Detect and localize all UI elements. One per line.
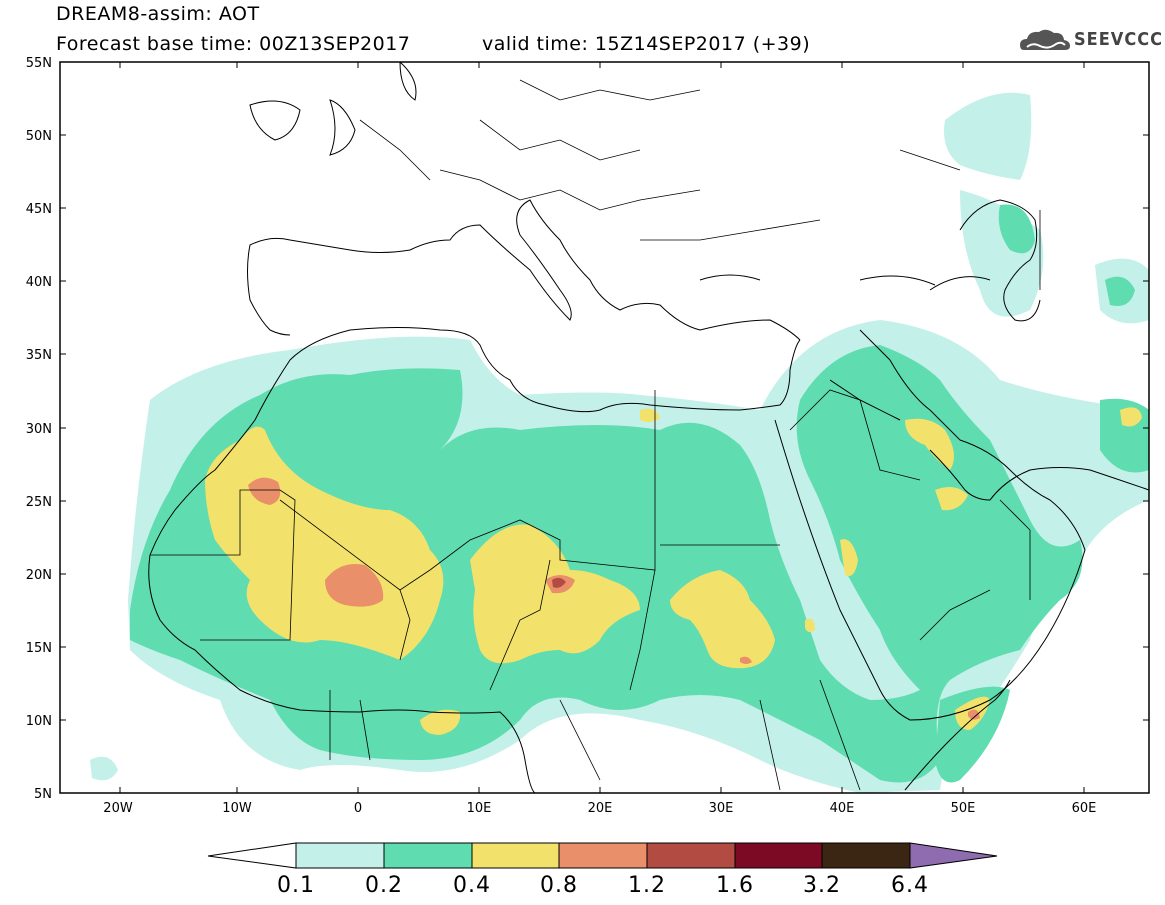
- lat-label-25n: 25N: [26, 495, 52, 510]
- aot-level-0.8: [325, 564, 384, 607]
- colorbar-label-3.2: 3.2: [803, 873, 841, 898]
- colorbar-label-6.4: 6.4: [891, 873, 929, 898]
- lat-label-30n: 30N: [26, 422, 52, 437]
- lon-label-50e: 50E: [951, 801, 976, 816]
- colorbar-label-1.6: 1.6: [716, 873, 754, 898]
- lat-label-40n: 40N: [26, 275, 52, 290]
- lon-axis: [119, 62, 1085, 793]
- colorbar: [207, 842, 998, 869]
- aot-level-1.2: [552, 577, 566, 588]
- lat-label-15n: 15N: [26, 641, 52, 656]
- lon-label-10e: 10E: [467, 801, 492, 816]
- lon-label-20w: 20W: [103, 801, 133, 816]
- coastlines: [148, 62, 1149, 793]
- forecast-base-time: Forecast base time: 00Z13SEP2017: [56, 33, 411, 55]
- lat-axis: [60, 61, 1149, 721]
- colorbar-high-arrow: [909, 842, 998, 869]
- aot-shading: [90, 92, 1149, 793]
- lat-label-20n: 20N: [26, 568, 52, 583]
- colorbar-label-0.1: 0.1: [277, 873, 315, 898]
- valid-time: valid time: 15Z14SEP2017 (+39): [482, 33, 811, 55]
- colorbar-swatch-3: [471, 842, 560, 869]
- colorbar-swatch-5: [646, 842, 736, 869]
- cloud-icon: [1020, 29, 1070, 50]
- colorbar-low-arrow: [207, 842, 297, 869]
- lon-label-30e: 30E: [709, 801, 734, 816]
- lat-label-55n: 55N: [26, 56, 52, 71]
- country-borders: [150, 79, 1041, 791]
- colorbar-swatch-4: [558, 842, 648, 869]
- colorbar-swatch-7: [821, 842, 911, 869]
- lat-label-50n: 50N: [26, 129, 52, 144]
- lon-label-10w: 10W: [222, 801, 252, 816]
- colorbar-swatch-6: [734, 842, 823, 869]
- lat-label-45n: 45N: [26, 202, 52, 217]
- lon-label-0: 0: [354, 801, 362, 816]
- lat-label-5n: 5N: [34, 787, 52, 802]
- colorbar-swatch-2: [383, 842, 473, 869]
- lat-label-10n: 10N: [26, 714, 52, 729]
- colorbar-label-0.4: 0.4: [453, 873, 491, 898]
- lon-label-40e: 40E: [830, 801, 855, 816]
- colorbar-label-1.2: 1.2: [628, 873, 666, 898]
- colorbar-label-0.2: 0.2: [365, 873, 403, 898]
- aot-level-0.2: [130, 345, 1083, 783]
- lon-label-20e: 20E: [588, 801, 613, 816]
- lon-label-60e: 60E: [1072, 801, 1097, 816]
- map-title: DREAM8-assim: AOT: [56, 3, 260, 25]
- logo-text: SEEVCCC: [1074, 29, 1163, 50]
- lat-label-35n: 35N: [26, 348, 52, 363]
- colorbar-swatch-1: [295, 842, 385, 869]
- colorbar-label-0.8: 0.8: [540, 873, 578, 898]
